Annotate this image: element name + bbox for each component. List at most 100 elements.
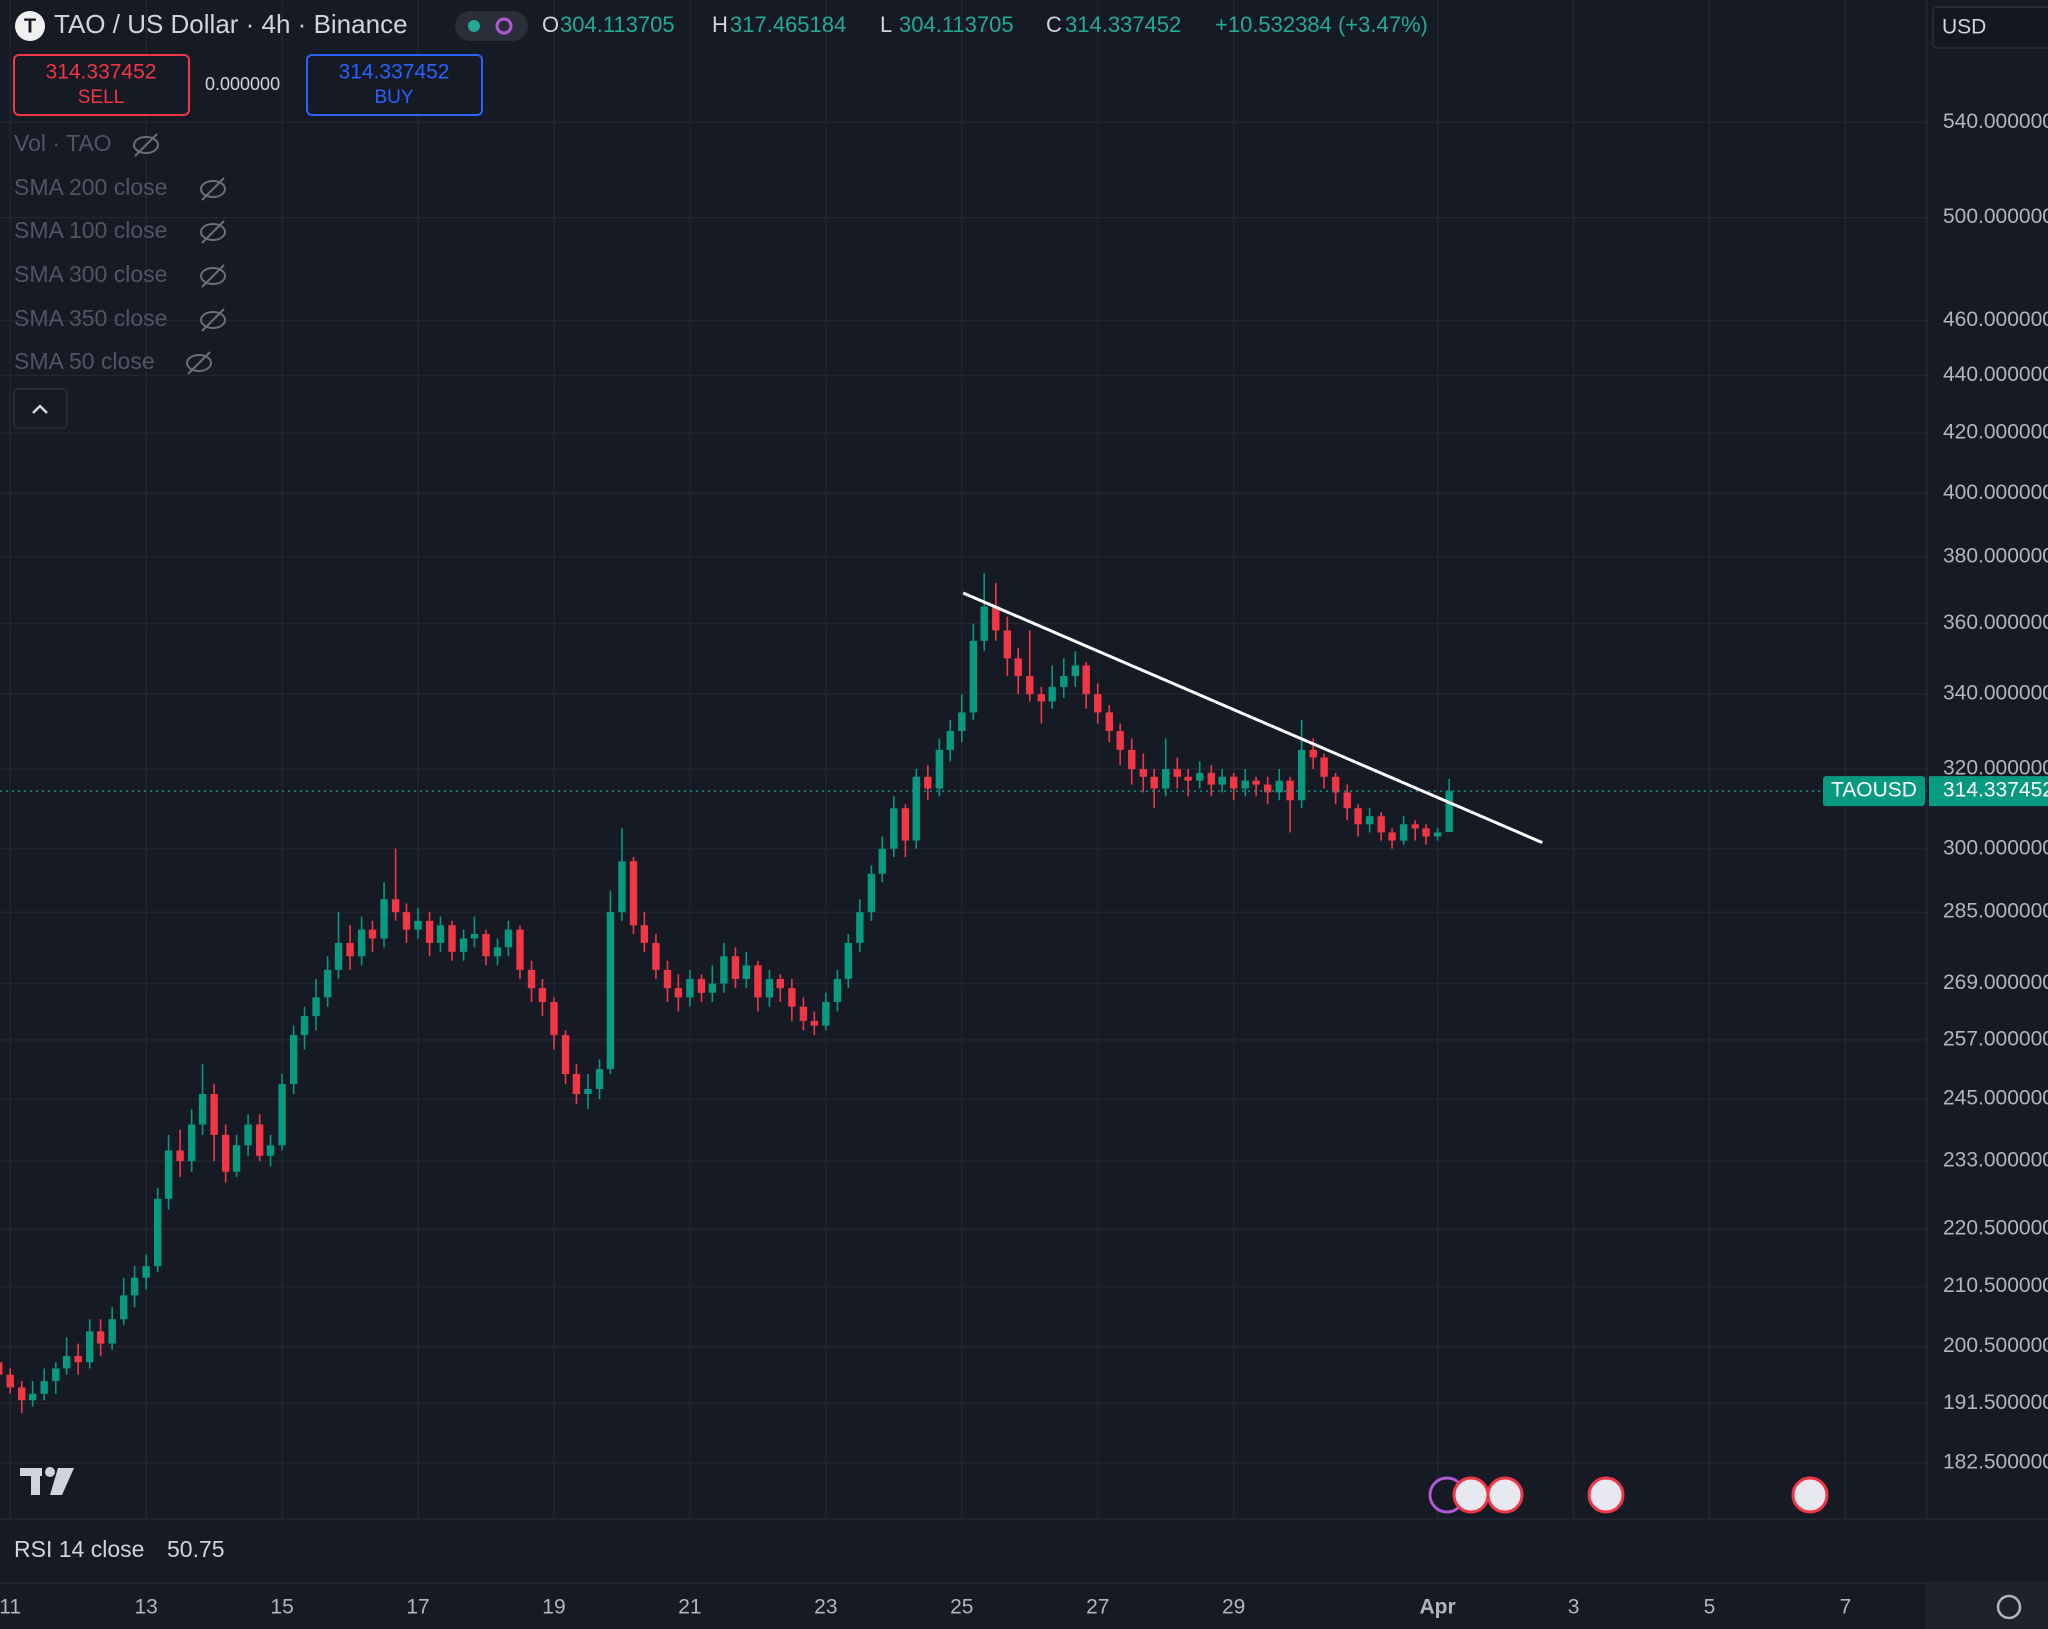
settings-button[interactable] [1996,1594,2022,1620]
candle-body [346,942,354,957]
visibility-slash [201,264,225,288]
spread: 0.000000 [205,74,280,94]
candle-body [52,1368,60,1382]
candle-body [1388,832,1396,841]
visibility-icon [186,354,212,372]
candle-body [765,978,774,998]
x-tick-label: 13 [134,1596,157,1619]
candle-body [187,1124,196,1162]
candle-body [1343,792,1351,809]
candle-body [980,606,988,641]
collapse-button[interactable] [13,388,68,429]
data-provider-icon [495,17,513,35]
legend-entry: SMA 200 close [14,174,167,200]
candle-body [969,640,978,713]
candle-body [1365,816,1374,825]
rsi-label: RSI 14 close [14,1536,144,1562]
y-tick-label: 191.500000 [1943,1391,2048,1414]
visibility-icon [200,180,226,198]
candle-body [1399,824,1408,841]
candle-body [584,1088,592,1094]
candle-body [1196,772,1204,781]
candle-body [1082,665,1090,695]
symbol-title[interactable]: TAO / US Dollar · 4h · Binance [54,9,408,39]
candle-body [1003,630,1012,659]
candle-body [1354,808,1362,825]
currency-button[interactable] [1932,6,2048,49]
candle-body [142,1266,150,1278]
candle-body [901,808,910,841]
event-icon[interactable] [1452,1476,1490,1514]
candle-body [844,942,852,979]
visibility-icon [200,267,226,285]
candle-body [1105,712,1113,732]
y-tick-label: 460.000000 [1943,308,2048,331]
close-label: C [1046,12,1062,37]
candle-body [833,978,842,1003]
status-pill[interactable] [455,11,528,41]
candle-body [776,978,785,989]
candle-body [686,978,694,998]
candle-body [448,925,456,952]
candle-body [198,1093,207,1125]
event-icon[interactable] [1587,1476,1625,1514]
y-tick-label: 420.000000 [1943,421,2048,444]
y-tick-label: 320.000000 [1943,757,2048,780]
event-icon[interactable] [1791,1476,1829,1514]
y-tick-label: 257.000000 [1943,1027,2048,1050]
candle-body [629,861,638,926]
candle-body [1173,769,1181,777]
candle-body [470,934,479,939]
y-tick-label: 245.000000 [1943,1087,2048,1110]
candle-body [244,1124,252,1146]
candle-body [663,969,672,989]
candle-body [946,731,954,750]
candle-body [1331,776,1340,793]
candle-body [697,978,706,993]
candle-body [595,1069,604,1089]
candle-body [210,1093,218,1135]
candle-body [1150,776,1158,789]
buy-button[interactable] [306,54,483,116]
candle-body [640,925,649,943]
candle-body [1229,776,1238,789]
candle-body [130,1277,139,1296]
visibility-icon [133,136,159,154]
candle-body [391,899,400,913]
visibility-slash [201,177,225,201]
candle-body [436,925,445,943]
rsi-pane [0,1519,2048,1583]
candle-body [368,929,377,939]
candle-body [1026,676,1034,695]
candle-body [618,861,626,913]
low-label: L [880,12,892,37]
candle-body [1014,658,1022,677]
change-value: +10.532384 (+3.47%) [1215,12,1428,37]
legend-entry: SMA 50 close [14,348,155,374]
candle-body [357,929,366,957]
candle-body [289,1035,298,1084]
y-tick-label: 360.000000 [1943,611,2048,634]
candle-body [18,1387,26,1401]
candle-body [1184,776,1192,781]
candle-body [232,1145,241,1172]
event-icon[interactable] [1486,1476,1524,1514]
y-tick-label: 210.500000 [1943,1274,2048,1297]
visibility-slash [201,308,225,332]
tv-logo [20,1467,74,1495]
rsi-value: 50.75 [167,1536,225,1562]
symbol-logo [15,11,45,41]
legend-entry: Vol · TAO [14,130,112,156]
candle-body [153,1198,162,1267]
candle-body [459,938,468,952]
candle-body [742,965,751,979]
candle-body [799,1006,808,1021]
candle-body [74,1355,82,1363]
candle-body [1094,694,1102,713]
sell-button[interactable] [13,54,190,116]
candle-body [550,1002,558,1036]
candle-body [266,1145,275,1156]
x-tick-label: Apr [1420,1596,1456,1619]
